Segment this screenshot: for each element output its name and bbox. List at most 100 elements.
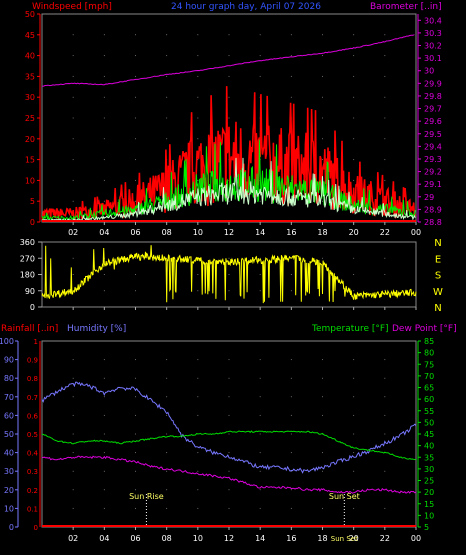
grid-dot xyxy=(290,433,292,435)
direction-tick-label: 360 xyxy=(20,238,35,247)
grid-dot xyxy=(103,489,105,491)
humidity-tick-label: 10 xyxy=(4,504,14,513)
grid-dot xyxy=(259,290,261,292)
windspeed-tick-label: 15 xyxy=(25,156,35,165)
x-tick-label: 22 xyxy=(380,228,390,237)
barometer-tick-label: 30.1 xyxy=(424,54,442,63)
grid-dot xyxy=(228,470,230,472)
x-tick-label: 04 xyxy=(99,534,109,543)
grid-dot xyxy=(103,396,105,398)
wind-series xyxy=(41,157,416,222)
temperature-tick-label: 10 xyxy=(424,511,434,520)
temperature-tick-label: 60 xyxy=(424,395,434,404)
grid-dot xyxy=(72,452,74,454)
temperature-tick-label: 55 xyxy=(424,407,434,416)
direction-tick-label: 0 xyxy=(30,303,35,312)
barometer-tick-label: 29.8 xyxy=(424,92,442,101)
grid-dot xyxy=(135,159,136,161)
grid-dot xyxy=(197,274,199,275)
rainfall-tick-label: 0 xyxy=(34,524,38,532)
grid-dot xyxy=(197,117,199,119)
grid-dot xyxy=(353,414,355,416)
temperature-tick-label: 80 xyxy=(424,349,434,358)
grid-dot xyxy=(72,489,74,491)
grid-dot xyxy=(197,34,199,36)
grid-dot xyxy=(166,414,168,416)
grid-dot xyxy=(103,290,105,292)
rainfall-tick-label: 0.4 xyxy=(27,450,39,458)
grid-dot xyxy=(72,159,74,161)
grid-dot xyxy=(197,75,199,77)
grid-dot xyxy=(259,470,261,472)
x-tick-label: 20 xyxy=(349,534,359,543)
grid-dot xyxy=(103,377,105,379)
temperature-label: Temperature [°F] xyxy=(311,324,389,334)
x-tick-label: 16 xyxy=(286,534,296,543)
temperature-tick-label: 65 xyxy=(424,384,434,393)
barometer-tick-label: 29.9 xyxy=(424,79,442,88)
windspeed-tick-label: 50 xyxy=(25,10,35,19)
humidity-tick-label: 90 xyxy=(4,356,14,365)
grid-dot xyxy=(72,470,74,472)
grid-dot xyxy=(103,34,105,36)
sun-annotation: Sun Set xyxy=(329,492,360,501)
grid-dot xyxy=(166,507,168,509)
x-tick-label: 02 xyxy=(68,534,78,543)
grid-dot xyxy=(103,507,105,509)
grid-dot xyxy=(353,117,355,119)
grid-dot xyxy=(103,117,105,119)
temperature-tick-label: 85 xyxy=(424,337,434,346)
grid-dot xyxy=(135,470,136,472)
grid-dot xyxy=(72,55,74,57)
grid-dot xyxy=(135,290,136,292)
temperature-tick-label: 20 xyxy=(424,488,434,497)
x-tick-label: 10 xyxy=(193,534,203,543)
grid-dot xyxy=(166,75,168,77)
compass-label: E xyxy=(435,254,441,265)
humidity-tick-label: 20 xyxy=(4,486,14,495)
grid-dot xyxy=(103,200,105,202)
x-tick-label: 06 xyxy=(130,228,140,237)
grid-dot xyxy=(384,55,386,57)
grid-dot xyxy=(72,179,74,181)
rainfall-tick-label: 1 xyxy=(34,338,38,346)
grid-dot xyxy=(103,138,105,140)
grid-dot xyxy=(322,34,323,36)
windspeed-tick-label: 40 xyxy=(25,52,35,61)
humidity-tick-label: 80 xyxy=(4,374,14,383)
grid-dot xyxy=(135,396,136,398)
grid-dot xyxy=(72,414,74,416)
grid-dot xyxy=(135,433,136,435)
grid-dot xyxy=(353,96,355,98)
grid-dot xyxy=(290,414,292,416)
grid-dot xyxy=(103,75,105,77)
grid-dot xyxy=(166,138,168,140)
grid-dot xyxy=(228,414,230,416)
barometer-label: Barometer [..in] xyxy=(370,2,442,12)
sun-annotation: Sun Set xyxy=(331,535,358,543)
grid-dot xyxy=(384,159,386,161)
rainfall-tick-label: 0.1 xyxy=(27,505,38,513)
grid-dot xyxy=(259,396,261,398)
direction-tick-label: 180 xyxy=(20,271,35,280)
grid-dot xyxy=(197,452,199,454)
windspeed-tick-label: 5 xyxy=(30,197,35,206)
grid-dot xyxy=(259,75,261,77)
grid-dot xyxy=(384,96,386,98)
grid-dot xyxy=(166,396,168,398)
windspeed-tick-label: 35 xyxy=(25,72,35,81)
grid-dot xyxy=(135,75,136,77)
x-tick-label: 14 xyxy=(255,534,265,543)
grid-dot xyxy=(384,138,386,140)
grid-dot xyxy=(103,433,105,435)
grid-dot xyxy=(166,34,168,36)
sun-annotation: Sun Rise xyxy=(129,492,164,501)
grid-dot xyxy=(135,377,136,379)
rainfall-tick-label: 0.5 xyxy=(27,431,38,439)
humidity-tick-label: 40 xyxy=(4,449,14,458)
grid-dot xyxy=(72,433,74,435)
barometer-series xyxy=(41,34,415,87)
windspeed-tick-label: 25 xyxy=(25,114,35,123)
grid-dot xyxy=(135,452,136,454)
